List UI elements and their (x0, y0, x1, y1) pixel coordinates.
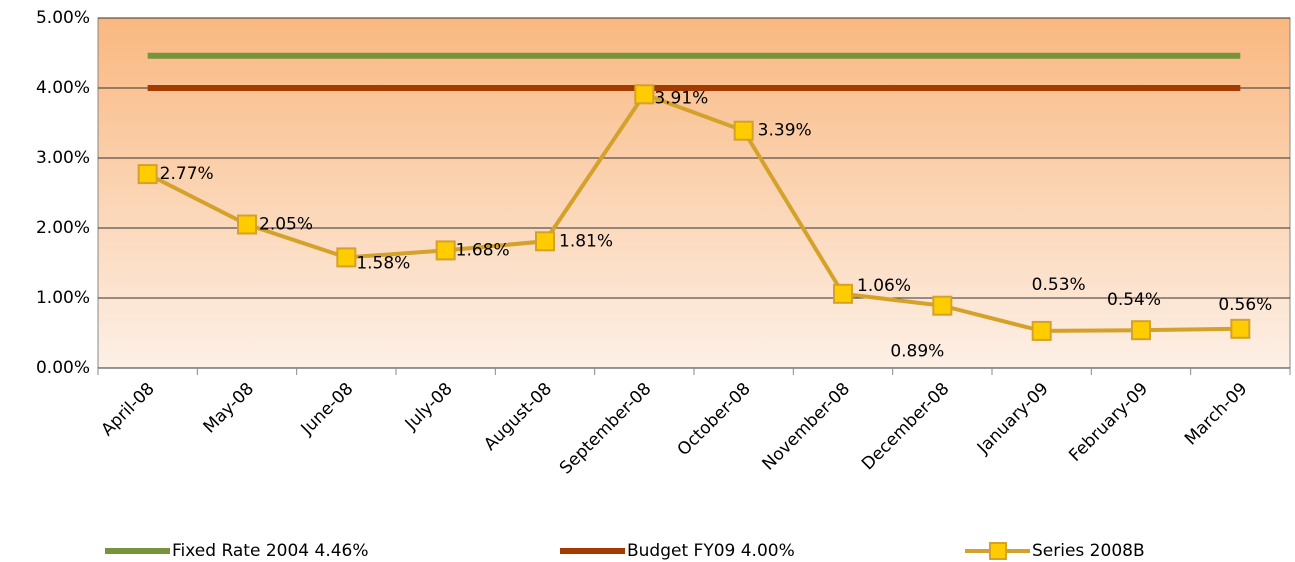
marker (634, 84, 655, 105)
x-tick-label: November-08 (759, 379, 855, 475)
y-tick-label: 4.00% (36, 78, 90, 98)
marker (237, 214, 257, 235)
x-tick-label: June-08 (297, 379, 358, 440)
y-tick-label: 3.00% (36, 148, 90, 168)
y-tick-label: 0.00% (36, 358, 90, 378)
data-label: 3.91% (654, 88, 708, 108)
data-label: 1.58% (356, 253, 410, 273)
legend-label: Budget FY09 4.00% (627, 541, 795, 561)
data-label: 0.53% (1032, 275, 1086, 295)
y-tick-label: 5.00% (36, 8, 90, 28)
x-tick-label: December-08 (858, 379, 953, 474)
x-tick-label: August-08 (480, 379, 556, 455)
marker (932, 295, 953, 316)
x-tick-label: May-08 (200, 379, 258, 437)
data-label: 1.81% (559, 231, 613, 251)
x-tick-label: April-08 (97, 379, 158, 440)
marker (1131, 320, 1151, 341)
x-tick-label: September-08 (556, 379, 655, 478)
data-label: 0.56% (1218, 295, 1272, 315)
legend-label: Fixed Rate 2004 4.46% (172, 541, 369, 561)
marker (435, 240, 456, 261)
legend-label: Series 2008B (1032, 541, 1145, 561)
data-label: 2.77% (160, 164, 214, 184)
data-label: 2.05% (259, 215, 313, 235)
series-line (146, 91, 1241, 333)
marker (1031, 320, 1052, 341)
data-label: 0.89% (890, 342, 944, 362)
x-tick-label: February-09 (1065, 379, 1152, 466)
marker (137, 164, 158, 185)
x-tick-label: March-09 (1181, 379, 1251, 449)
x-tick-label: January-09 (973, 379, 1053, 459)
marker (535, 231, 555, 252)
plot-area (97, 17, 1291, 369)
y-tick-label: 2.00% (36, 218, 90, 238)
marker (1230, 318, 1251, 339)
y-tick-label: 1.00% (36, 288, 90, 308)
data-label: 0.54% (1107, 290, 1161, 310)
data-label: 3.39% (758, 121, 812, 141)
x-tick-label: October-08 (674, 379, 755, 460)
marker (733, 120, 754, 141)
x-tick-label: July-08 (401, 379, 457, 435)
marker (833, 283, 853, 304)
data-label: 1.68% (456, 240, 510, 260)
data-label: 1.06% (857, 276, 911, 296)
marker (336, 247, 357, 268)
legend-marker (989, 542, 1007, 560)
